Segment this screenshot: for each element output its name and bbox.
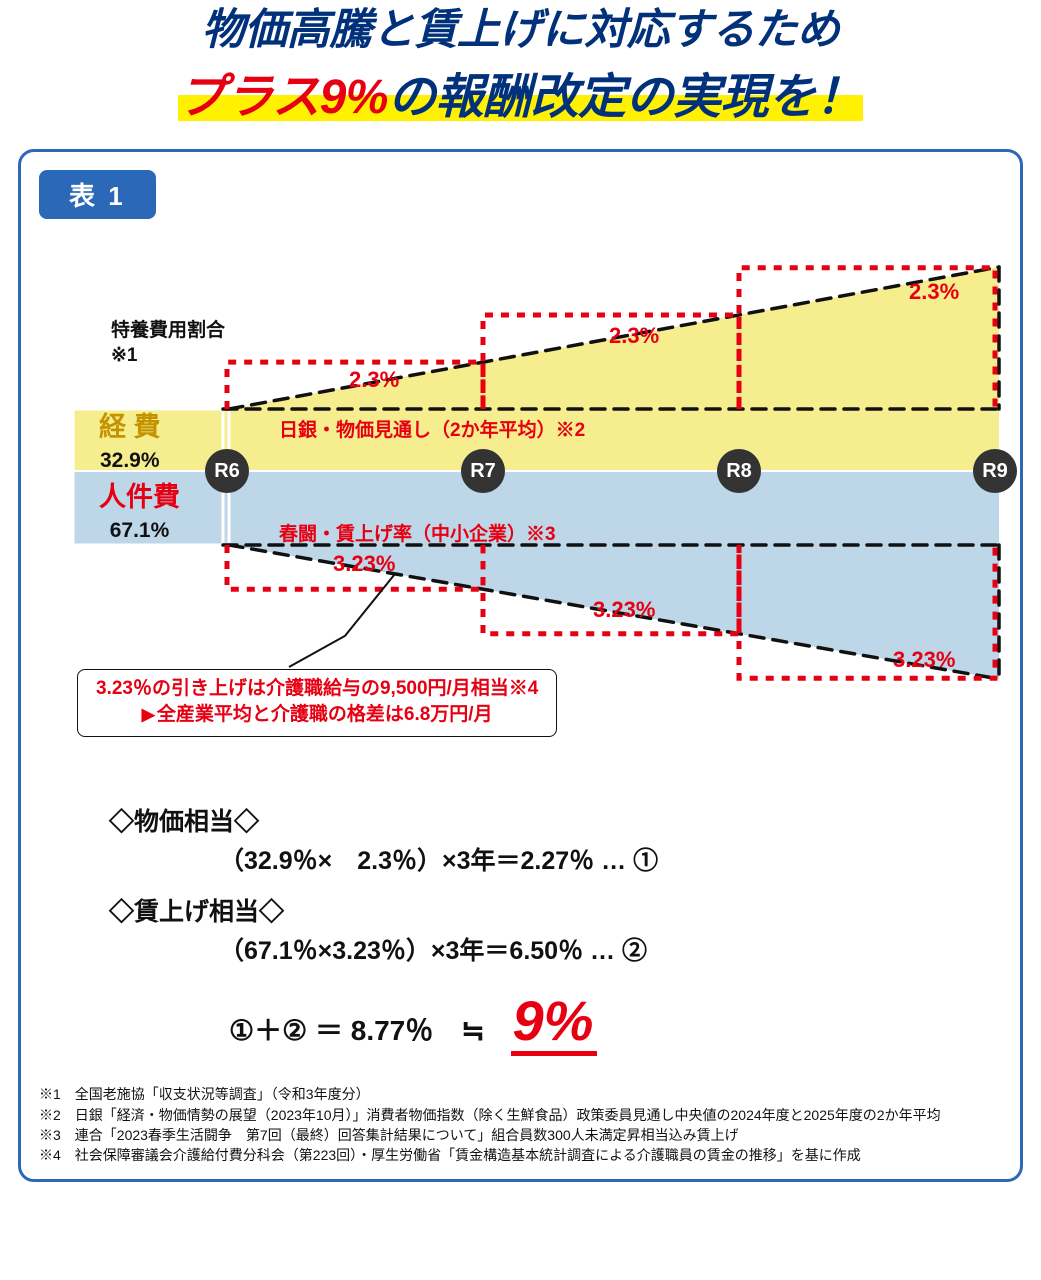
upper-note: 日銀・物価見通し（2か年平均）※2 xyxy=(279,415,585,442)
calc-formula-1: （32.9％× 2.3％）×3年＝2.27％ … ① xyxy=(219,842,932,881)
callout-line2: ▶全産業平均と介護職の格差は6.8万円/月 xyxy=(96,702,538,728)
jinken-label: 人件費 67.1% xyxy=(99,481,180,543)
headline-line2-rest: の報酬改定の実現を！ xyxy=(388,71,863,124)
top-step-3: 2.3% xyxy=(909,279,959,305)
footnote-4: ※4 社会保障審議会介護給付費分科会（第223回）・厚生労働省「賃金構造基本統計… xyxy=(39,1145,1002,1165)
jinken-text: 人件費 xyxy=(99,482,180,512)
bot-step-1: 3.23% xyxy=(333,551,395,577)
calc-formula-2: （67.1％×3.23％）×3年＝6.50％ … ② xyxy=(219,932,932,971)
bot-step-3: 3.23% xyxy=(893,647,955,673)
headline: 物価高騰と賃上げに対応するため プラス9%の報酬改定の実現を！ xyxy=(0,0,1041,135)
calc-label-2: ◇賃上げ相当◇ xyxy=(109,893,932,932)
calc-total: ①＋② ＝ 8.77％ ≒ 9% xyxy=(229,992,932,1056)
panel-table1: 表 1 特養費用割合 ※1 経 費 32.9% 人件費 67.1% R6 R7 … xyxy=(18,149,1023,1182)
top-step-2: 2.3% xyxy=(609,323,659,349)
keihi-text: 経 費 xyxy=(99,412,161,442)
cost-ratio-heading: 特養費用割合 ※1 xyxy=(111,319,225,368)
calc-total-lhs: ①＋② ＝ 8.77％ ≒ xyxy=(229,1015,485,1046)
footnotes: ※1 全国老施協「収支状況等調査」（令和3年度分） ※2 日銀「経済・物価情勢の… xyxy=(39,1084,1002,1165)
top-step-1: 2.3% xyxy=(349,367,399,393)
footnote-2: ※2 日銀「経済・物価情勢の展望（2023年10月）」消費者物価指数（除く生鮮食… xyxy=(39,1105,1002,1125)
calc-label-1: ◇物価相当◇ xyxy=(109,803,932,842)
calculation-block: ◇物価相当◇ （32.9％× 2.3％）×3年＝2.27％ … ① ◇賃上げ相当… xyxy=(109,803,932,1056)
callout-box: 3.23％の引き上げは介護職給与の9,500円/月相当※4 ▶全産業平均と介護職… xyxy=(77,669,557,736)
panel-tag: 表 1 xyxy=(39,170,156,219)
footnote-3: ※3 連合「2023春季生活闘争 第7回（最終）回答集計結果について」組合員数3… xyxy=(39,1125,1002,1145)
keihi-pct: 32.9% xyxy=(99,448,161,473)
headline-accent: プラス9% xyxy=(178,71,388,124)
headline-line2: プラス9%の報酬改定の実現を！ xyxy=(178,57,863,127)
bot-step-2: 3.23% xyxy=(593,597,655,623)
calc-total-9pct: 9% xyxy=(511,992,598,1056)
lower-note: 春闘・賃上げ率（中小企業）※3 xyxy=(279,519,556,546)
keihi-label: 経 費 32.9% xyxy=(99,411,161,473)
callout-line1: 3.23％の引き上げは介護職給与の9,500円/月相当※4 xyxy=(96,676,538,702)
cost-ratio-label: 特養費用割合 xyxy=(111,320,225,341)
cost-ratio-note: ※1 xyxy=(111,345,138,366)
jinken-pct: 67.1% xyxy=(99,518,180,543)
chart-svg xyxy=(39,237,1019,707)
footnote-1: ※1 全国老施協「収支状況等調査」（令和3年度分） xyxy=(39,1084,1002,1104)
chart-diagram: 特養費用割合 ※1 経 費 32.9% 人件費 67.1% R6 R7 R8 R… xyxy=(39,237,1002,777)
headline-line1: 物価高騰と賃上げに対応するため xyxy=(0,6,1041,55)
